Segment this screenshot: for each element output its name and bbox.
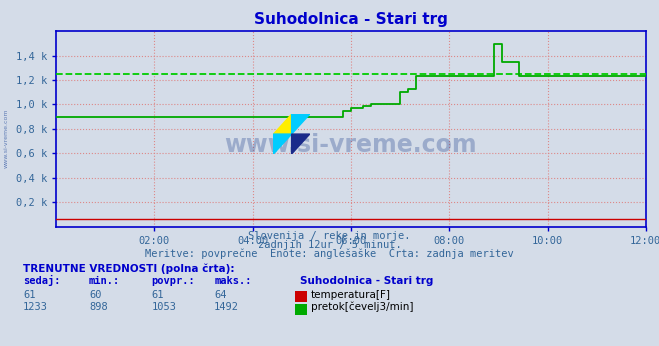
Text: temperatura[F]: temperatura[F]: [311, 290, 391, 300]
Text: sedaj:: sedaj:: [23, 275, 61, 286]
Text: Suhodolnica - Stari trg: Suhodolnica - Stari trg: [300, 276, 433, 286]
Text: 61: 61: [152, 290, 164, 300]
Polygon shape: [291, 114, 310, 134]
Text: 1492: 1492: [214, 302, 239, 312]
Text: 1233: 1233: [23, 302, 48, 312]
Text: povpr.:: povpr.:: [152, 276, 195, 286]
Text: 61: 61: [23, 290, 36, 300]
Polygon shape: [291, 134, 310, 154]
Text: Slovenija / reke in morje.: Slovenija / reke in morje.: [248, 231, 411, 241]
Text: www.si-vreme.com: www.si-vreme.com: [225, 133, 477, 156]
Text: 898: 898: [89, 302, 107, 312]
Text: 60: 60: [89, 290, 101, 300]
Polygon shape: [273, 114, 291, 134]
Text: 64: 64: [214, 290, 227, 300]
Text: maks.:: maks.:: [214, 276, 252, 286]
Text: min.:: min.:: [89, 276, 120, 286]
Polygon shape: [273, 134, 291, 154]
Text: www.si-vreme.com: www.si-vreme.com: [4, 109, 9, 168]
Title: Suhodolnica - Stari trg: Suhodolnica - Stari trg: [254, 12, 448, 27]
Text: pretok[čevelj3/min]: pretok[čevelj3/min]: [311, 302, 414, 312]
Text: zadnjih 12ur / 5 minut.: zadnjih 12ur / 5 minut.: [258, 240, 401, 250]
Text: Meritve: povprečne  Enote: anglešaške  Črta: zadnja meritev: Meritve: povprečne Enote: anglešaške Črt…: [145, 247, 514, 260]
Text: TRENUTNE VREDNOSTI (polna črta):: TRENUTNE VREDNOSTI (polna črta):: [23, 263, 235, 274]
Text: 1053: 1053: [152, 302, 177, 312]
